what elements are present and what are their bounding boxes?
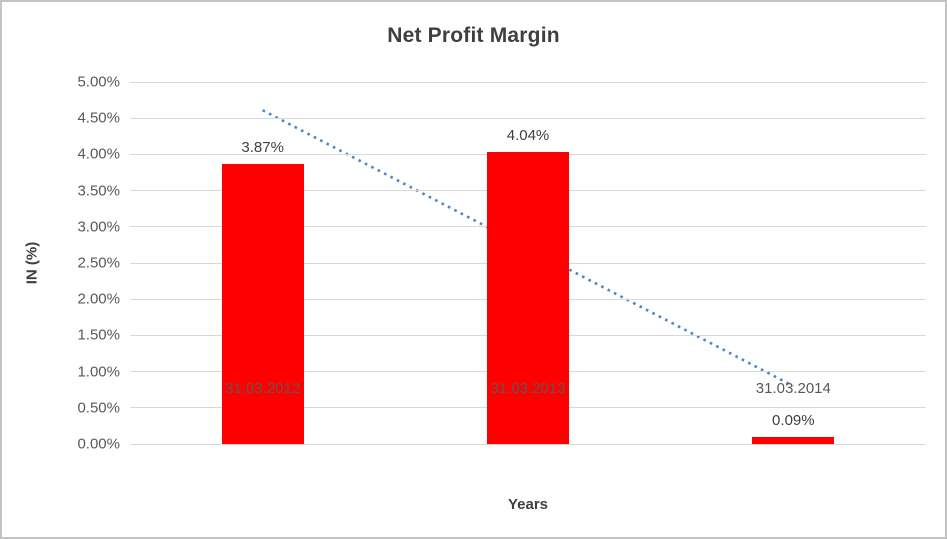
bar-data-label: 0.09%: [772, 412, 815, 430]
y-axis-tick-label: 1.50%: [77, 326, 120, 344]
y-axis-tick-label: 0.50%: [77, 399, 120, 417]
y-axis-tick-label: 2.00%: [77, 290, 120, 308]
bar-data-label: 4.04%: [506, 126, 550, 144]
x-axis-tick-label: 31.03.2014: [755, 380, 831, 397]
x-axis-title: Years: [507, 496, 549, 513]
y-axis-title: IN (%): [23, 241, 41, 285]
x-axis-tick-label: 31.03.2013: [490, 380, 566, 397]
y-axis-tick-labels: 5.00% 4.50% 4.00% 3.50% 3.00% 2.50% 2.00% 1.50%…: [42, 74, 120, 453]
gridline: [130, 443, 926, 445]
bar-31.03.2012: [221, 163, 304, 444]
y-axis-tick-label: 5.00%: [77, 73, 120, 91]
bar-31.03.2013: [487, 151, 569, 444]
gridline: [130, 81, 926, 83]
y-axis-tick-label: 0.00%: [77, 435, 120, 453]
gridline: [130, 117, 926, 119]
trendline: [262, 109, 794, 388]
y-axis-tick-label: 1.00%: [77, 363, 120, 381]
plot-area: 3.87% 4.04% 0.09%: [130, 81, 926, 445]
y-axis-tick-label: 4.50%: [77, 109, 120, 127]
chart-title: Net Profit Margin: [387, 24, 560, 47]
y-axis-tick-label: 4.00%: [77, 145, 120, 163]
bar-data-label: 3.87%: [241, 138, 284, 156]
bar-31.03.2014: [752, 437, 835, 444]
y-axis-tick-label: 3.00%: [77, 218, 120, 236]
y-axis-tick-label: 3.50%: [77, 182, 120, 200]
x-axis-tick-label: 31.03.2012: [225, 380, 301, 397]
y-axis-tick-label: 2.50%: [77, 254, 120, 272]
